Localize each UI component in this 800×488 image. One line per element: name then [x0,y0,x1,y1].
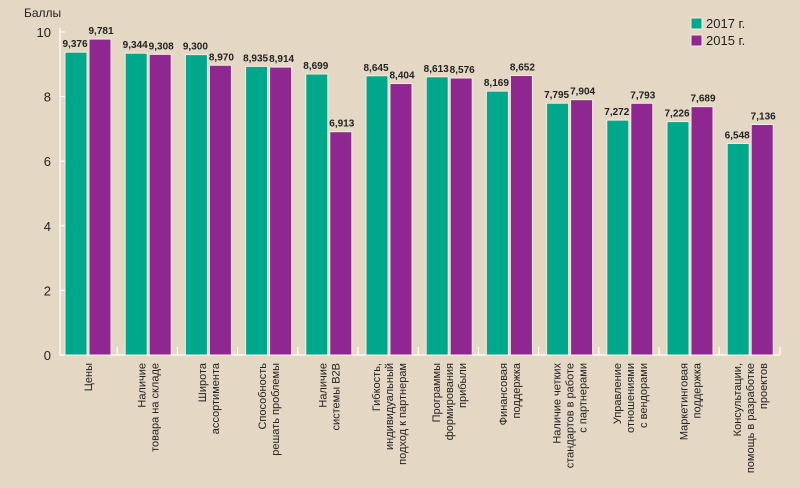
bar-value-label: 6,548 [725,130,750,141]
category-label: Управление [612,363,624,424]
bar-2015 [329,131,353,356]
bar-value-label: 6,913 [329,119,354,130]
bar-2015 [630,102,654,356]
category-label: ассортимента [210,362,222,434]
bar-value-label: 8,970 [209,52,234,63]
category-label: прибыли [457,363,469,408]
category-label: Наличие четких [552,363,564,444]
bar-value-label: 8,914 [269,54,294,65]
bar-value-label: 8,169 [484,78,509,89]
bar-2015 [570,99,594,356]
category-label: стандартов в работе [565,363,577,468]
bar-2017 [64,51,88,356]
category-label: Цены [83,363,95,391]
bar-value-label: 8,652 [510,63,535,74]
bar-2017 [606,119,630,356]
category-label: с партнерами [578,363,590,433]
bar-2017 [726,142,750,356]
bar-value-label: 8,699 [303,61,328,72]
legend-label: 2017 г. [706,16,745,31]
y-tick-label: 4 [44,219,51,234]
bar-value-label: 7,793 [630,90,655,101]
y-tick-label: 6 [44,154,51,169]
bar-value-label: 9,308 [149,41,174,52]
bar-value-label: 7,226 [664,109,689,120]
bar-2017 [124,52,148,356]
bar-2015 [269,66,293,356]
bar-2015 [690,106,714,356]
category-label: отношениями [625,363,637,433]
category-label: поддержка [511,362,523,418]
y-axis-title: Баллы [24,6,61,20]
category-label: поддержка [692,362,704,418]
category-label: Консультации, [732,363,744,436]
bar-2017 [365,75,389,356]
category-label: с вендорами [638,363,650,428]
category-label: Широта [197,362,209,402]
legend-label: 2015 г. [706,33,745,48]
category-label: системы B2B [330,363,342,431]
bar-value-label: 7,689 [690,94,715,105]
category-label: Маркетинговая [679,363,691,440]
bar-2015 [750,124,774,356]
category-label: индивидуальный [384,363,396,450]
y-tick-label: 0 [44,348,51,363]
y-tick-label: 10 [37,25,51,40]
bar-2017 [184,54,208,356]
category-label: проектов [758,363,770,409]
category-label: помощь в разработке [745,363,757,473]
bar-2015 [449,77,473,356]
y-tick-label: 8 [44,90,51,105]
category-label: Наличие [137,363,149,408]
bar-value-label: 7,136 [751,112,776,123]
legend-swatch-2017 [690,17,703,30]
bar-value-label: 8,935 [243,53,268,64]
bar-2017 [425,76,449,356]
category-label: Программы [431,363,443,423]
bar-value-label: 8,645 [363,63,388,74]
category-label: товара на складе [150,363,162,452]
bar-value-label: 9,300 [183,42,208,53]
bar-2017 [485,90,509,356]
bar-2015 [88,38,112,356]
bar-2015 [509,75,533,356]
bar-value-label: 9,376 [62,39,87,50]
category-label: решать проблемы [270,363,282,456]
bar-value-label: 9,781 [88,26,113,37]
category-label: Гибкость, [371,363,383,411]
bar-value-label: 7,904 [570,87,595,98]
category-label: Финансовая [498,363,510,425]
y-tick-label: 2 [44,283,51,298]
bar-2017 [546,102,570,356]
bar-value-label: 7,795 [544,90,569,101]
category-label: Способность [257,363,269,430]
category-label: Наличие [317,363,329,408]
category-label: формирования [444,363,456,440]
bar-2017 [666,121,690,356]
bar-2017 [305,73,329,356]
bar-2015 [389,83,413,356]
legend-swatch-2015 [690,34,703,47]
bar-value-label: 8,576 [450,65,475,76]
bar-2015 [208,64,232,356]
bar-value-label: 8,404 [389,71,414,82]
bar-value-label: 8,613 [424,64,449,75]
category-label: подход к партнерам [397,363,409,465]
bar-value-label: 7,272 [604,107,629,118]
bar-2015 [148,53,172,356]
bar-value-label: 9,344 [123,40,148,51]
bar-2017 [245,65,269,356]
